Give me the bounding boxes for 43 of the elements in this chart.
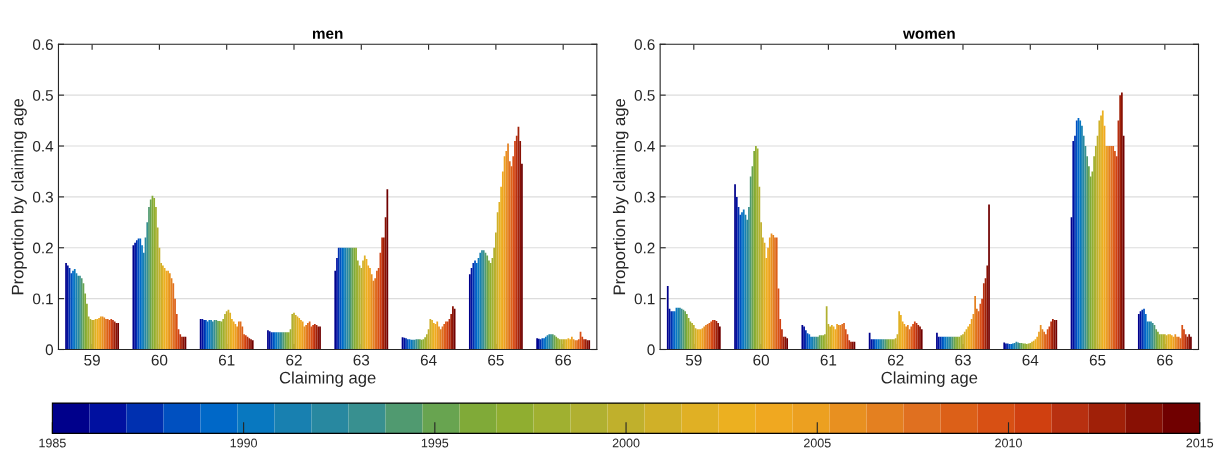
color-bar-label: 2015 — [1186, 438, 1214, 448]
chart-title: women — [902, 30, 955, 39]
x-tick-label: 60 — [753, 354, 769, 366]
x-axis-title: Claiming age — [881, 371, 978, 387]
x-tick-label: 61 — [820, 354, 837, 366]
y-tick-label: 0.6 — [32, 39, 53, 50]
x-axis-title: Claiming age — [279, 371, 376, 387]
y-tick-label: 0.3 — [32, 191, 53, 203]
y-tick-label: 0.5 — [32, 90, 53, 101]
x-tick-label: 62 — [887, 354, 904, 366]
x-tick-label: 66 — [555, 354, 571, 366]
x-tick-label: 59 — [84, 354, 100, 366]
x-tick-label: 61 — [218, 354, 235, 366]
y-tick-label: 0.6 — [634, 39, 655, 50]
x-tick-label: 59 — [685, 354, 702, 366]
x-tick-label: 64 — [420, 354, 437, 366]
y-tick-label: 0.4 — [634, 140, 655, 152]
color-bar-label: 2005 — [804, 438, 831, 448]
x-tick-label: 64 — [1022, 354, 1039, 366]
y-tick-label: 0.1 — [634, 293, 655, 305]
y-axis-title: Proportion by claiming age — [612, 98, 629, 295]
y-tick-label: 0.5 — [634, 90, 655, 101]
y-tick-label: 0.2 — [32, 242, 53, 254]
color-bar-label: 1995 — [421, 438, 449, 448]
color-bar-label: 2000 — [612, 438, 640, 448]
y-tick-label: 0.4 — [32, 140, 54, 152]
x-tick-label: 62 — [286, 354, 302, 366]
x-tick-label: 63 — [955, 354, 971, 366]
y-tick-label: 0.3 — [634, 191, 655, 203]
x-tick-label: 60 — [151, 354, 168, 366]
x-tick-label: 66 — [1157, 354, 1173, 366]
x-tick-label: 65 — [488, 354, 504, 366]
chart-title: men — [312, 30, 343, 39]
y-tick-label: 0 — [45, 344, 54, 356]
color-bar-label: 2010 — [995, 438, 1022, 448]
y-tick-label: 0.2 — [634, 242, 655, 254]
x-tick-label: 63 — [353, 354, 370, 366]
x-tick-label: 65 — [1089, 354, 1106, 366]
color-bar-label: 1990 — [230, 438, 258, 448]
y-tick-label: 0 — [647, 344, 655, 356]
y-axis-title: Proportion by claiming age — [11, 98, 27, 295]
y-tick-label: 0.1 — [32, 293, 53, 305]
color-bar-label: 1985 — [39, 438, 66, 448]
